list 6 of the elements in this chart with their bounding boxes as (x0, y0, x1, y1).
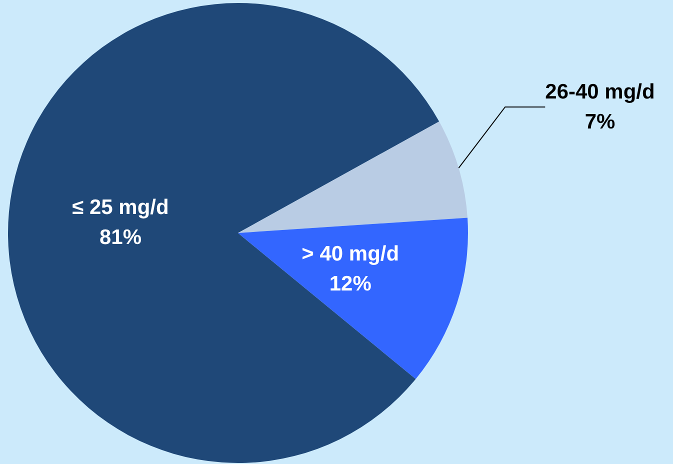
slice-label: 26-40 mg/d (545, 80, 655, 104)
data-label: 12% (329, 272, 372, 296)
data-label: 7% (584, 110, 616, 134)
data-label: 81% (99, 226, 142, 249)
slice-label: > 40 mg/d (302, 242, 400, 266)
slice-label: ≤ 25 mg/d (72, 196, 169, 219)
